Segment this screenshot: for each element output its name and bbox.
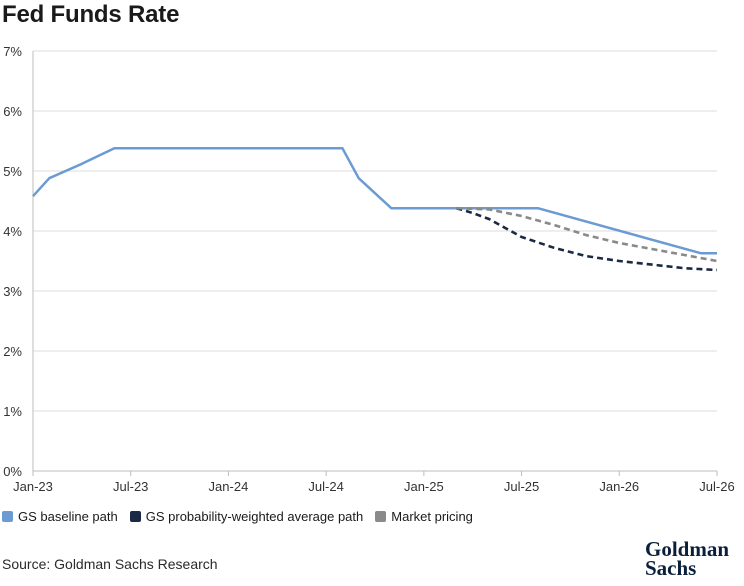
y-tick-label: 4% <box>3 224 22 239</box>
legend-item-baseline: GS baseline path <box>2 509 118 524</box>
series-lines <box>32 146 718 272</box>
x-tick-label: Jan-23 <box>13 479 53 494</box>
series-line-market-pricing <box>456 206 718 263</box>
series-line-probability-weighted <box>456 206 718 272</box>
legend-swatch-market <box>375 511 387 522</box>
y-tick-label: 7% <box>3 44 22 59</box>
legend: GS baseline path GS probability-weighted… <box>2 509 485 524</box>
legend-label-probability: GS probability-weighted average path <box>145 509 364 524</box>
line-chart: 0% 1% 2% 3% 4% 5% 6% 7% Jan-23 Jul-23 Jan-24 Jul-24… <box>3 44 735 494</box>
goldman-sachs-logo: Goldman Sachs <box>645 537 741 584</box>
legend-item-market: Market pricing <box>375 509 473 524</box>
series-line-baseline <box>32 146 717 255</box>
chart-title: Fed Funds Rate <box>2 1 180 28</box>
x-tick-label: Jan-25 <box>404 479 444 494</box>
x-tick-label: Jul-25 <box>504 479 539 494</box>
legend-swatch-baseline <box>2 511 13 522</box>
x-tick-label: Jul-26 <box>699 479 734 494</box>
x-tick-label: Jan-24 <box>209 479 249 494</box>
y-tick-label: 1% <box>3 404 22 419</box>
axes <box>32 51 718 476</box>
x-tick-label: Jul-24 <box>308 479 343 494</box>
tick-labels: 0% 1% 2% 3% 4% 5% 6% 7% Jan-23 Jul-23 Jan-24 Jul-24… <box>3 44 735 494</box>
x-tick-label: Jan-26 <box>599 479 639 494</box>
logo-line-1: Goldman <box>645 537 730 561</box>
y-tick-label: 0% <box>3 464 22 479</box>
y-tick-label: 2% <box>3 344 22 359</box>
y-tick-label: 6% <box>3 104 22 119</box>
y-tick-label: 5% <box>3 164 22 179</box>
x-tick-label: Jul-23 <box>113 479 148 494</box>
legend-label-baseline: GS baseline path <box>18 509 118 524</box>
y-tick-label: 3% <box>3 284 22 299</box>
legend-item-probability: GS probability-weighted average path <box>129 509 364 524</box>
grid-lines <box>33 50 717 412</box>
legend-label-market: Market pricing <box>391 509 473 524</box>
legend-swatch-probability <box>129 511 141 522</box>
logo-line-2: Sachs <box>645 556 697 580</box>
source-note: Source: Goldman Sachs Research <box>2 556 218 572</box>
